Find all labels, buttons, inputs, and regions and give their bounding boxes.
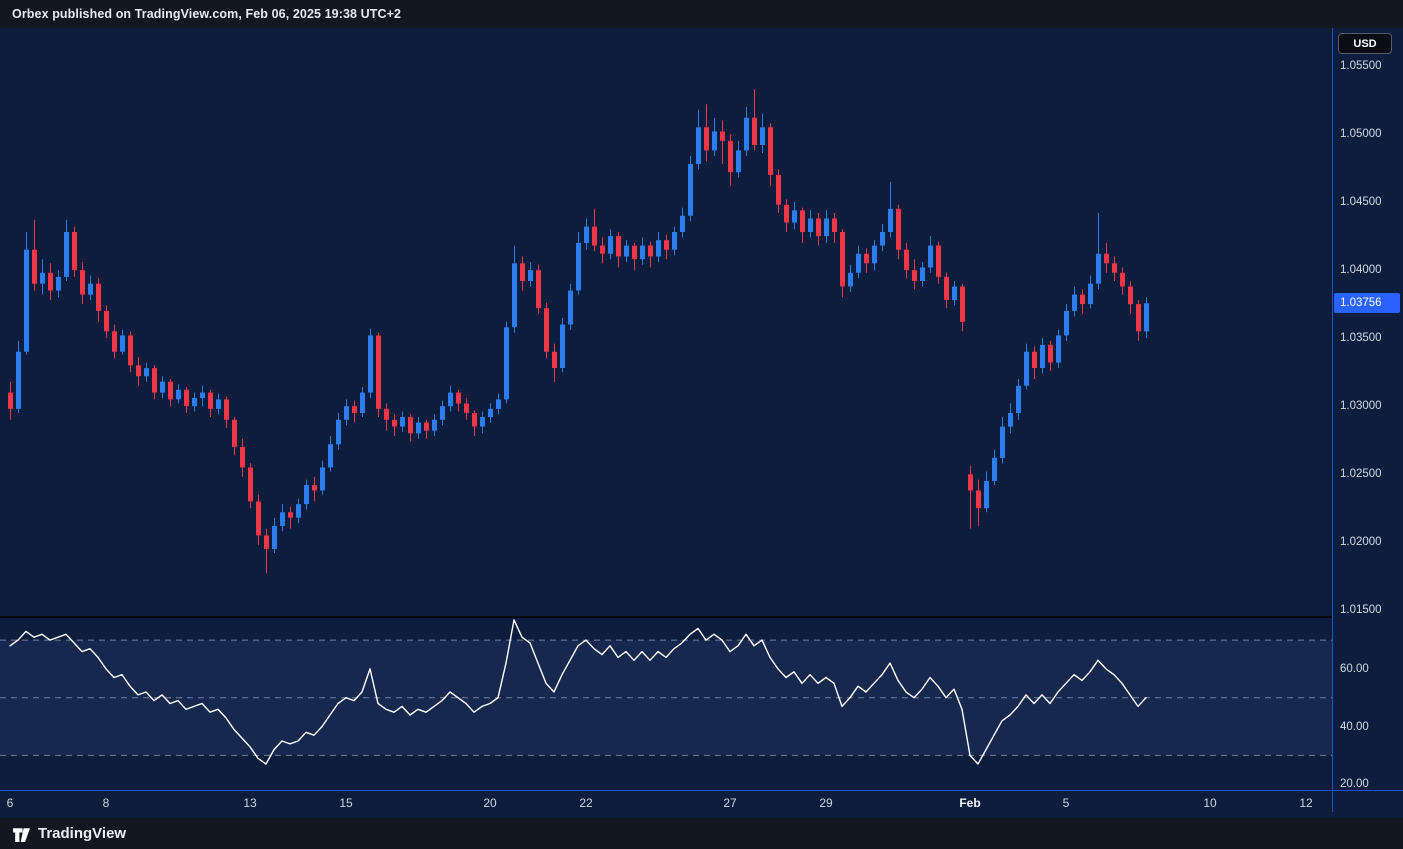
price-tick-label: 1.01500 <box>1340 604 1382 617</box>
time-axis-label: 10 <box>1203 796 1217 810</box>
price-tick-label: 1.05500 <box>1340 60 1382 73</box>
tradingview-wordmark[interactable]: TradingView <box>38 825 127 842</box>
attribution-bar: Orbex published on TradingView.com, Feb … <box>0 0 1403 28</box>
price-tick-label: 1.02000 <box>1340 536 1382 549</box>
price-tick-label: 1.03000 <box>1340 400 1382 413</box>
time-axis-label: Feb <box>959 796 981 810</box>
candles-group <box>8 89 1149 574</box>
time-axis-label: 5 <box>1062 796 1070 810</box>
time-axis-label: 12 <box>1299 796 1313 810</box>
price-candlestick-chart[interactable] <box>0 28 1332 617</box>
price-tick-label: 1.05000 <box>1340 128 1382 141</box>
time-axis-label: 29 <box>819 796 833 810</box>
last-price-label: 1.03756 <box>1334 293 1400 314</box>
price-tick-label: 1.04000 <box>1340 264 1382 277</box>
tradingview-logo-icon[interactable] <box>12 824 31 843</box>
time-axis-label: 22 <box>579 796 593 810</box>
footer-bar: TradingView <box>0 818 1403 849</box>
price-tick-label: 1.02500 <box>1340 468 1382 481</box>
time-axis-label: 13 <box>243 796 257 810</box>
rsi-tick-label: 40.00 <box>1340 720 1369 733</box>
pane-resize-divider[interactable] <box>0 616 1332 618</box>
currency-label: USD <box>1353 37 1377 50</box>
price-scale[interactable]: USD 1.03756 1.05500 1.05000 1.04500 1.04000… <box>1332 28 1403 812</box>
rsi-indicator-pane[interactable] <box>0 617 1332 790</box>
time-axis-label: 27 <box>723 796 737 810</box>
rsi-line <box>9 619 1147 765</box>
time-axis-label: 15 <box>339 796 353 810</box>
attribution-text: Orbex published on TradingView.com, Feb … <box>12 7 402 21</box>
time-axis-label: 6 <box>6 796 14 810</box>
price-tick-label: 1.03500 <box>1340 332 1382 345</box>
time-axis[interactable]: 6 8 13 15 20 22 27 29 Feb 5 10 12 <box>0 790 1403 816</box>
time-axis-label: 8 <box>102 796 110 810</box>
price-tick-label: 1.04500 <box>1340 196 1382 209</box>
time-axis-label: 20 <box>483 796 497 810</box>
rsi-tick-label: 60.00 <box>1340 662 1369 675</box>
last-price-value: 1.03756 <box>1340 297 1382 310</box>
rsi-tick-label: 20.00 <box>1340 778 1369 791</box>
currency-badge[interactable]: USD <box>1338 33 1392 54</box>
